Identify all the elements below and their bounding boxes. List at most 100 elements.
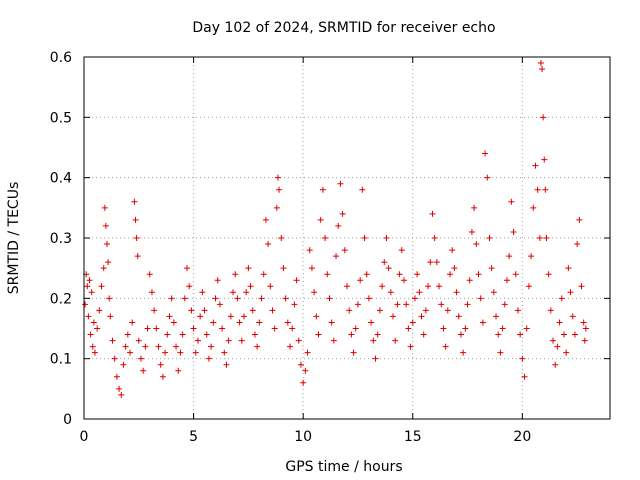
data-point (328, 319, 335, 326)
data-point (501, 301, 508, 308)
data-point (352, 325, 359, 332)
data-point (157, 361, 164, 368)
plot-frame (83, 56, 611, 420)
data-point (547, 307, 554, 314)
data-point (280, 265, 287, 272)
data-point (210, 319, 217, 326)
data-point (269, 307, 276, 314)
data-point (354, 301, 361, 308)
data-point (396, 271, 403, 278)
data-point (291, 301, 298, 308)
data-point (503, 277, 510, 284)
data-point (508, 198, 515, 205)
grid-lines (84, 57, 610, 419)
data-point (556, 319, 563, 326)
data-point (96, 307, 103, 314)
data-point (574, 241, 581, 248)
data-point (407, 343, 414, 350)
data-point (315, 331, 322, 338)
data-point (324, 271, 331, 278)
data-point (416, 289, 423, 296)
data-point (102, 222, 109, 229)
data-point (558, 295, 565, 302)
data-point (230, 289, 237, 296)
data-point (449, 247, 456, 254)
data-point (153, 325, 160, 332)
data-point (510, 228, 517, 235)
data-point (106, 295, 113, 302)
x-tick-label: 0 (80, 429, 89, 445)
data-point (554, 343, 561, 350)
data-point (164, 331, 171, 338)
data-point (499, 325, 506, 332)
data-point (113, 373, 120, 380)
data-point (319, 186, 326, 193)
data-point (576, 216, 583, 223)
data-point (289, 325, 296, 332)
data-point (317, 216, 324, 223)
data-point (284, 319, 291, 326)
data-point (201, 307, 208, 314)
data-point (451, 265, 458, 272)
data-point (536, 235, 543, 241)
data-point (475, 271, 482, 278)
data-point (116, 385, 123, 392)
data-point (84, 283, 91, 290)
data-point (234, 295, 241, 302)
data-point (361, 235, 368, 241)
data-point (256, 319, 263, 326)
data-point (304, 349, 311, 356)
x-tick-label: 10 (294, 429, 312, 445)
data-point (192, 349, 199, 356)
data-point (247, 283, 254, 290)
data-point (392, 337, 399, 344)
data-point (537, 60, 544, 67)
data-point (486, 235, 493, 241)
y-axis-label: SRMTID / TECUs (6, 182, 22, 295)
data-point (144, 325, 151, 332)
data-point (90, 319, 97, 326)
data-point (276, 186, 283, 193)
data-point (94, 325, 101, 332)
data-point (390, 313, 397, 320)
data-point (550, 337, 557, 344)
data-point (379, 283, 386, 290)
data-point (348, 331, 355, 338)
y-tick-label: 0.3 (50, 231, 72, 247)
data-point (455, 313, 462, 320)
data-point (203, 331, 210, 338)
data-point (521, 373, 528, 380)
data-point (387, 289, 394, 296)
data-point (490, 289, 497, 296)
data-point (170, 319, 177, 326)
data-point (271, 325, 278, 332)
data-point (179, 331, 186, 338)
data-point (582, 325, 589, 332)
chart-title: Day 102 of 2024, SRMTID for receiver ech… (192, 20, 495, 36)
data-point (427, 259, 434, 266)
y-tick-label: 0.6 (50, 50, 72, 66)
data-point (177, 349, 184, 356)
data-point (528, 253, 535, 260)
data-point (414, 271, 421, 278)
data-point (181, 295, 188, 302)
data-point (311, 289, 318, 296)
data-point (148, 289, 155, 296)
data-point (267, 283, 274, 290)
data-point (254, 343, 261, 350)
data-point (274, 174, 281, 181)
data-point (251, 331, 258, 338)
data-point (262, 216, 269, 223)
data-point (403, 301, 410, 308)
data-point (569, 313, 576, 320)
x-axis-label: GPS time / hours (285, 459, 402, 475)
data-point (560, 331, 567, 338)
data-points (82, 60, 589, 398)
data-point (118, 391, 125, 398)
data-point (82, 301, 89, 308)
data-point (385, 265, 392, 272)
data-point (300, 379, 307, 386)
data-point (91, 349, 98, 356)
data-point (532, 162, 539, 169)
data-point (186, 283, 193, 290)
